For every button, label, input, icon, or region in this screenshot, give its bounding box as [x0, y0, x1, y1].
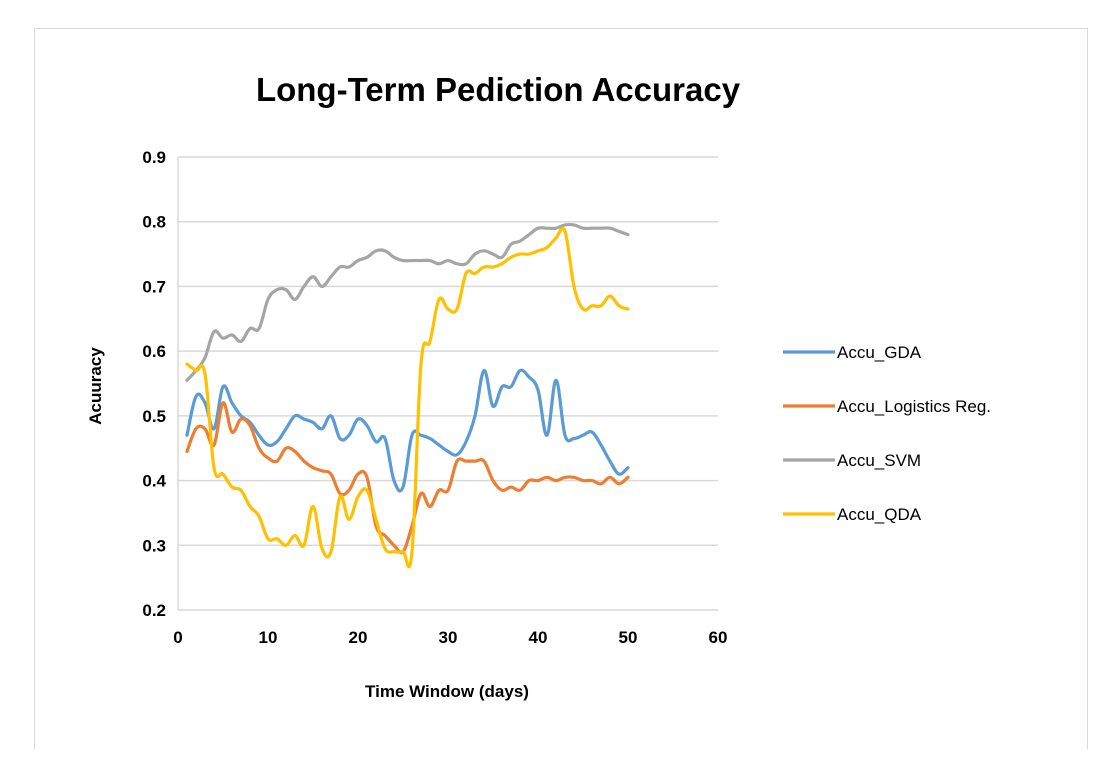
- legend-label: Accu_QDA: [837, 505, 922, 524]
- series-line-accu-qda: [185, 226, 630, 569]
- x-tick-label: 40: [529, 628, 548, 647]
- y-tick-label: 0.7: [142, 277, 166, 296]
- x-tick-label: 50: [619, 628, 638, 647]
- x-axis-title: Time Window (days): [365, 682, 529, 701]
- x-tick-label: 30: [439, 628, 458, 647]
- chart-frame: Long-Term Pediction Accuracy 0.2 0.3 0.4 0.…: [34, 28, 1088, 749]
- y-tick-label: 0.6: [142, 342, 166, 361]
- y-tick-label: 0.3: [142, 536, 166, 555]
- chart-title: Long-Term Pediction Accuracy: [256, 71, 741, 108]
- legend: Accu_GDA Accu_Logistics Reg. Accu_SVM Accu_…: [783, 343, 991, 524]
- legend-label: Accu_SVM: [837, 451, 921, 470]
- y-tick-label: 0.5: [142, 407, 166, 426]
- x-tick-labels: 0 10 20 30 40 50 60: [173, 628, 727, 647]
- y-tick-label: 0.4: [142, 472, 166, 491]
- x-tick-label: 10: [259, 628, 278, 647]
- y-tick-labels: 0.2 0.3 0.4 0.5 0.6 0.7 0.8 0.9: [142, 148, 166, 620]
- series-line-accu-logistics-reg: [185, 401, 630, 555]
- series-lines: [185, 222, 630, 569]
- x-tick-label: 60: [709, 628, 728, 647]
- x-tick-label: 0: [173, 628, 182, 647]
- series-line-accu-svm: [185, 222, 630, 382]
- legend-label: Accu_Logistics Reg.: [837, 397, 991, 416]
- y-tick-label: 0.2: [142, 601, 166, 620]
- y-tick-label: 0.9: [142, 148, 166, 167]
- y-axis-title: Acuuracy: [86, 347, 105, 425]
- series-line-accu-gda: [185, 368, 630, 493]
- x-tick-label: 20: [349, 628, 368, 647]
- y-tick-label: 0.8: [142, 213, 166, 232]
- gridlines: [177, 156, 718, 611]
- line-chart: Long-Term Pediction Accuracy 0.20.30.40.…: [86, 71, 991, 701]
- legend-label: Accu_GDA: [837, 343, 922, 362]
